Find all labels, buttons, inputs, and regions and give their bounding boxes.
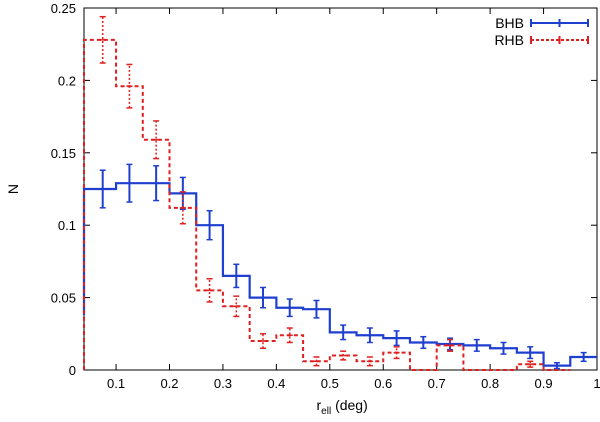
x-tick-label: 0.3: [214, 376, 232, 391]
x-tick-label: 0.9: [535, 376, 553, 391]
x-tick-label: 0.2: [160, 376, 178, 391]
x-axis-title-suffix: (deg): [331, 397, 368, 413]
y-tick-label: 0.15: [51, 146, 76, 161]
step-line-rhb: [83, 38, 571, 371]
x-tick-label: 0.8: [481, 376, 499, 391]
y-tick-label: 0.1: [58, 218, 76, 233]
y-tick-label: 0: [69, 363, 76, 378]
y-tick-label: 0.05: [51, 291, 76, 306]
x-tick-label: 0.4: [267, 376, 285, 391]
y-tick-label: 0.2: [58, 73, 76, 88]
series-layer: [82, 15, 597, 371]
legend: BHB RHB: [494, 15, 589, 48]
y-tick-label: 0.25: [51, 1, 76, 16]
x-tick-labels: 0.1 0.2 0.3 0.4 0.5 0.6 0.7 0.8 0.9 1: [107, 376, 600, 391]
x-tick-label: 0.6: [374, 376, 392, 391]
plot-frame: [83, 7, 598, 371]
x-tick-label: 0.7: [428, 376, 446, 391]
legend-sample-bhb: [530, 19, 589, 27]
axis-ticks: [84, 7, 598, 371]
legend-sample-rhb: [530, 36, 589, 44]
series-rhb: [83, 15, 571, 371]
step-line-bhb: [82, 182, 597, 367]
legend-label-bhb: BHB: [495, 15, 524, 31]
x-tick-label: 0.1: [107, 376, 125, 391]
x-axis-title: rell (deg): [317, 397, 368, 417]
x-axis-title-sub: ell: [321, 406, 331, 417]
y-axis-title: N: [5, 184, 21, 194]
x-tick-label: 0.5: [321, 376, 339, 391]
x-tick-label: 1: [593, 376, 600, 391]
x-axis-title-main: r: [317, 397, 322, 413]
legend-label-rhb: RHB: [494, 32, 524, 48]
y-tick-labels: 0 0.05 0.1 0.15 0.2 0.25: [51, 1, 76, 378]
series-bhb: [82, 163, 597, 370]
